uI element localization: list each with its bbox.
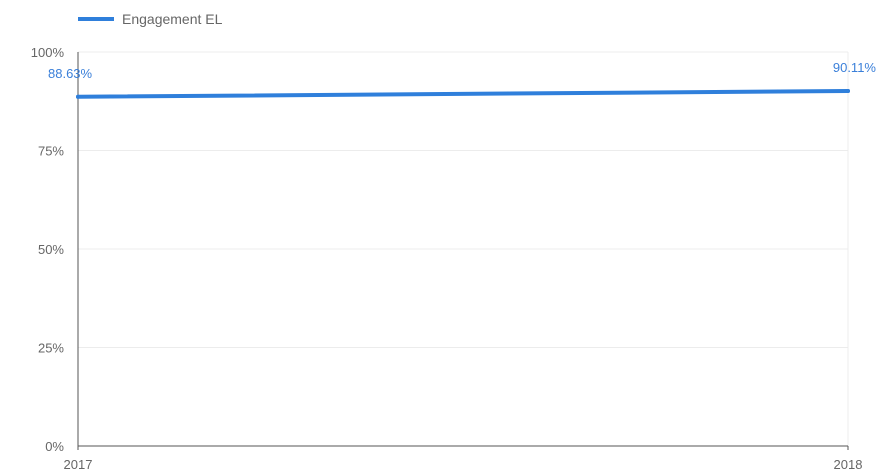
y-tick-label: 25% xyxy=(38,341,64,356)
y-axis-ticks: 0% 25% 50% 75% 100% xyxy=(31,45,65,454)
series-layer xyxy=(76,88,850,99)
data-point[interactable] xyxy=(76,94,80,99)
y-tick-label: 0% xyxy=(45,439,64,454)
horizontal-gridlines xyxy=(78,51,848,348)
y-tick-label: 50% xyxy=(38,242,64,257)
data-labels: 88.63% 90.11% xyxy=(48,60,876,81)
data-label: 90.11% xyxy=(833,60,877,75)
x-tick-label: 2018 xyxy=(834,457,863,472)
x-tick-label: 2017 xyxy=(64,457,93,472)
data-point[interactable] xyxy=(846,88,850,93)
y-tick-label: 100% xyxy=(31,45,65,60)
series-line[interactable] xyxy=(76,88,850,99)
x-axis-ticks: 2017 2018 xyxy=(64,446,863,472)
data-label: 88.63% xyxy=(48,66,93,81)
y-tick-label: 75% xyxy=(38,144,64,159)
legend[interactable]: Engagement EL xyxy=(78,11,223,27)
legend-label: Engagement EL xyxy=(122,11,223,27)
